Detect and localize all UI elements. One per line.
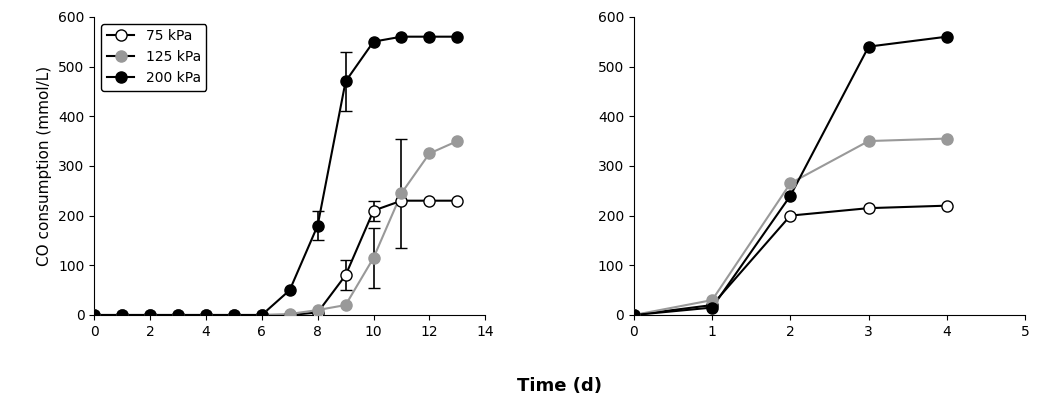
Legend: 75 kPa, 125 kPa, 200 kPa: 75 kPa, 125 kPa, 200 kPa	[101, 24, 206, 91]
Text: Time (d): Time (d)	[517, 378, 602, 395]
Y-axis label: CO consumption (mmol/L): CO consumption (mmol/L)	[38, 66, 52, 266]
